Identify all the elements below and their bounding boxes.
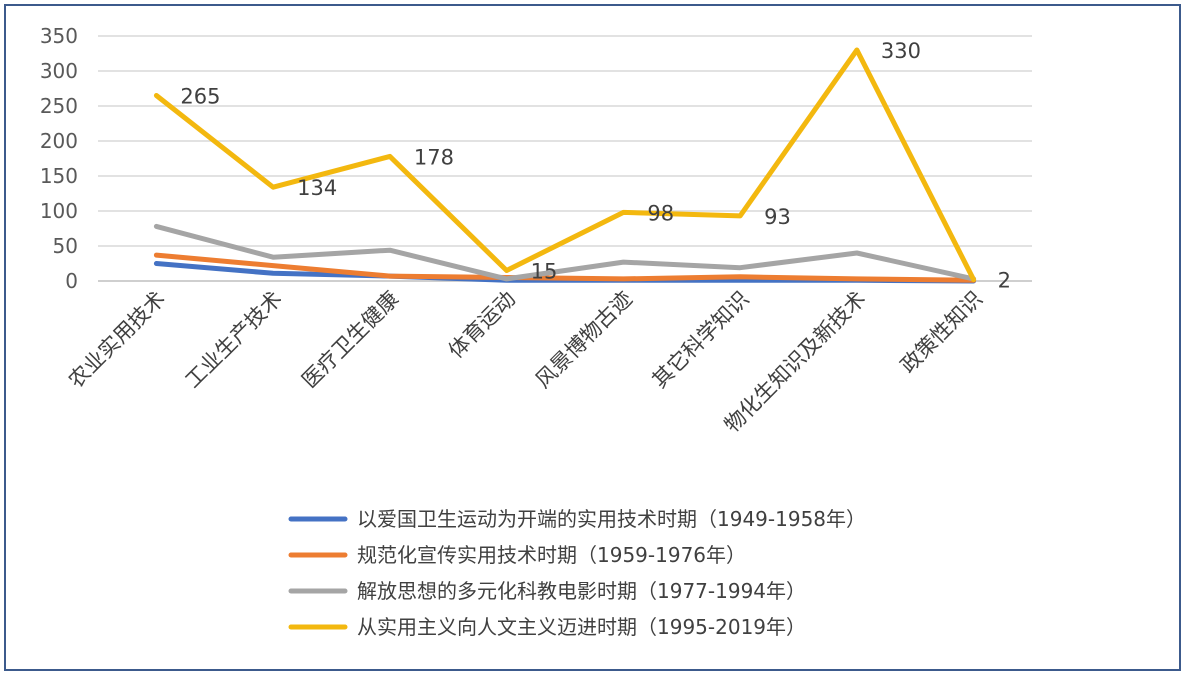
- data-label: 98: [647, 201, 674, 225]
- data-labels: 265 134 178 15 98 93 330 2: [180, 39, 1011, 293]
- data-label: 93: [764, 205, 791, 229]
- y-tick-label: 100: [40, 199, 78, 223]
- legend-label: 从实用主义向人文主义迈进时期（1995-2019年）: [357, 615, 806, 639]
- legend: 以爱国卫生运动为开端的实用技术时期（1949-1958年） 规范化宣传实用技术时期…: [288, 507, 866, 639]
- data-label: 265: [180, 85, 220, 109]
- legend-label: 解放思想的多元化科教电影时期（1977-1994年）: [357, 579, 806, 603]
- data-label: 330: [881, 39, 921, 63]
- y-tick-label: 350: [40, 24, 78, 48]
- legend-label: 以爱国卫生运动为开端的实用技术时期（1949-1958年）: [357, 507, 866, 531]
- series-line-3: [153, 223, 977, 282]
- data-label: 15: [531, 260, 558, 284]
- y-tick-label: 200: [40, 129, 78, 153]
- y-tick-label: 0: [65, 269, 78, 293]
- y-axis-ticks: 0 50 100 150 200 250 300 350: [40, 24, 78, 293]
- x-category-label: 风景博物古迹: [531, 287, 637, 393]
- data-label: 134: [297, 176, 337, 200]
- x-category-label: 其它科学知识: [648, 287, 754, 393]
- y-tick-label: 150: [40, 164, 78, 188]
- series-line-4: [153, 47, 977, 283]
- data-label: 2: [998, 269, 1011, 293]
- series-line-2: [153, 252, 977, 283]
- y-tick-label: 250: [40, 94, 78, 118]
- chart-frame: [4, 4, 1181, 671]
- data-label: 178: [414, 145, 454, 169]
- x-axis-categories: 农业实用技术 工业生产技术 医疗卫生健康 体育运动 风景博物古迹 其它科学知识物化生知识及…: [64, 287, 987, 438]
- series-lines: [153, 47, 977, 284]
- x-category-label: 体育运动: [444, 287, 520, 363]
- y-tick-label: 50: [53, 234, 78, 258]
- y-tick-label: 300: [40, 59, 78, 83]
- x-category-label: 医疗卫生健康: [297, 287, 403, 393]
- x-category-label: 农业实用技术: [64, 287, 170, 393]
- x-category-label: 政策性知识: [896, 287, 987, 378]
- x-category-label: 工业生产技术: [181, 287, 287, 393]
- legend-label: 规范化宣传实用技术时期（1959-1976年）: [357, 543, 746, 567]
